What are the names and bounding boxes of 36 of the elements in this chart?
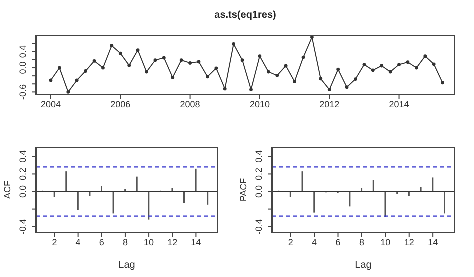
x-tick-label: 2010 xyxy=(250,99,270,110)
x-tick-label: 2012 xyxy=(320,99,340,110)
y-tick-label: 0.4 xyxy=(18,150,28,163)
x-axis-title: Lag xyxy=(118,260,136,271)
x-tick-label: 14 xyxy=(428,237,438,248)
y-tick-label: -0.4 xyxy=(254,219,264,235)
y-tick-label: -0.6 xyxy=(18,84,28,100)
x-tick-label: 10 xyxy=(144,237,154,248)
x-tick-label: 8 xyxy=(122,237,128,248)
x-tick-label: 2004 xyxy=(40,99,61,110)
y-tick-label: 0.0 xyxy=(18,185,28,198)
x-tick-label: 6 xyxy=(99,237,104,248)
y-tick-label: 0.2 xyxy=(254,168,264,180)
y-tick-label: 0.4 xyxy=(254,150,264,163)
x-tick-label: 2006 xyxy=(110,99,131,110)
y-axis-title: ACF xyxy=(2,180,12,199)
y-tick-label: 0.0 xyxy=(18,62,28,74)
x-tick-label: 2 xyxy=(52,237,58,248)
y-tick-label: -0.4 xyxy=(18,219,28,235)
x-tick-label: 2 xyxy=(288,237,294,248)
x-tick-label: 12 xyxy=(168,237,178,248)
x-tick-label: 14 xyxy=(191,237,202,248)
x-tick-label: 2008 xyxy=(180,99,200,110)
x-tick-label: 6 xyxy=(336,237,341,248)
x-tick-label: 4 xyxy=(312,237,318,248)
chart-title: as.ts(eq1res) xyxy=(214,10,278,21)
x-tick-label: 8 xyxy=(359,237,364,248)
x-tick-label: 12 xyxy=(404,237,414,248)
y-axis-title: PACF xyxy=(238,178,248,202)
x-axis-title: Lag xyxy=(355,260,372,271)
y-tick-label: 0.4 xyxy=(18,46,28,58)
x-tick-label: 10 xyxy=(380,237,391,248)
x-tick-label: 4 xyxy=(76,237,81,248)
y-tick-label: 0.0 xyxy=(254,185,264,198)
x-tick-label: 2014 xyxy=(389,99,410,110)
y-tick-label: 0.2 xyxy=(18,168,28,180)
